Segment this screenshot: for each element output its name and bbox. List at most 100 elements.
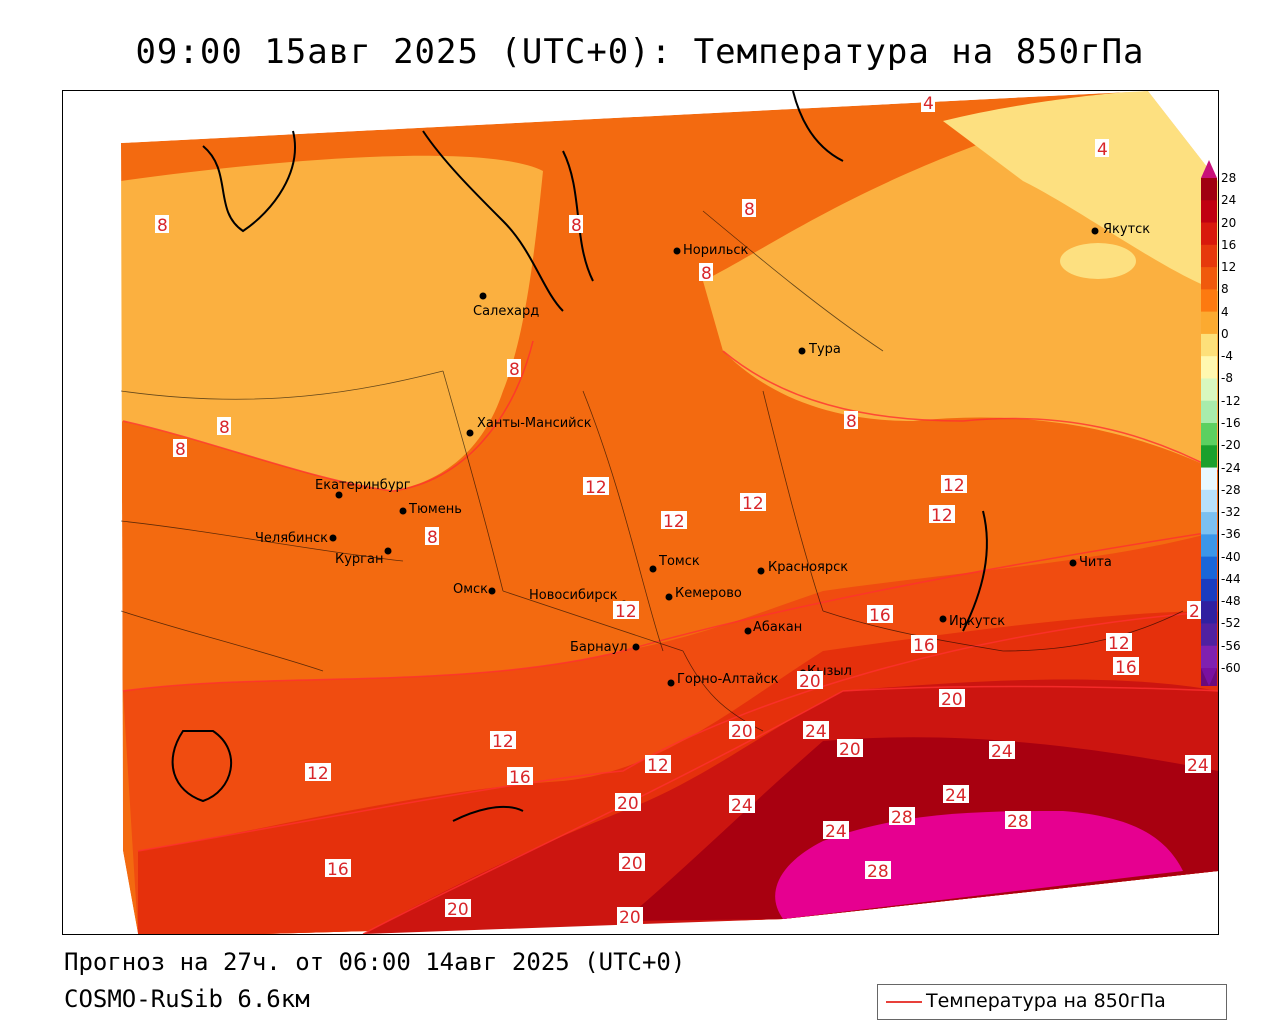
colorbar-swatch <box>1201 356 1217 379</box>
field-28 <box>775 811 1183 919</box>
field-4-spot <box>1060 243 1136 279</box>
svg-text:Тюмень: Тюмень <box>408 502 462 517</box>
city-tyumen[interactable]: Тюмень <box>399 502 462 517</box>
isotherm-label: 24 <box>823 821 849 842</box>
svg-text:16: 16 <box>913 636 935 656</box>
svg-text:16: 16 <box>327 860 349 880</box>
city-gorno-altaysk[interactable]: Горно-Алтайск <box>667 672 779 687</box>
city-tomsk[interactable]: Томск <box>649 554 700 573</box>
colorbar-swatch <box>1201 645 1217 669</box>
svg-text:20: 20 <box>731 722 753 742</box>
isotherm-label: 8 <box>742 199 756 220</box>
colorbar-tick-label: -4 <box>1221 349 1233 364</box>
isotherm-label: 24 <box>729 795 755 816</box>
colorbar-swatch <box>1201 378 1217 402</box>
isotherm-label: 24 <box>943 785 969 806</box>
colorbar-tick-label: -44 <box>1221 571 1241 586</box>
isotherm-label: 20 <box>619 853 645 874</box>
svg-text:20: 20 <box>621 854 643 874</box>
colorbar-tick-label: -40 <box>1221 549 1241 564</box>
city-barnaul[interactable]: Барнаул <box>570 640 640 655</box>
isotherm-label: 8 <box>844 411 858 432</box>
svg-text:Красноярск: Красноярск <box>768 560 848 575</box>
svg-text:Екатеринбург: Екатеринбург <box>315 478 411 493</box>
svg-text:Омск: Омск <box>453 582 488 597</box>
colorbar-swatch <box>1201 400 1217 424</box>
city-norilsk[interactable]: Норильск <box>673 243 749 258</box>
city-krasnoyarsk[interactable]: Красноярск <box>757 560 849 575</box>
colorbar-tick-label: -48 <box>1221 594 1241 609</box>
isotherm-label: 12 <box>740 493 766 514</box>
colorbar-swatch <box>1201 512 1217 535</box>
city-yekaterinburg[interactable]: Екатеринбург <box>315 478 411 499</box>
isotherm-label: 16 <box>911 635 937 656</box>
colorbar-tick-label: -16 <box>1221 416 1241 430</box>
svg-text:12: 12 <box>943 476 965 496</box>
city-irkutsk[interactable]: Иркутск <box>939 614 1006 629</box>
city-kurgan[interactable]: Курган <box>335 547 392 568</box>
colorbar-swatch <box>1201 556 1217 580</box>
svg-text:28: 28 <box>1007 812 1029 832</box>
svg-text:12: 12 <box>663 512 685 532</box>
svg-text:Абакан: Абакан <box>753 620 802 635</box>
svg-text:8: 8 <box>846 412 857 432</box>
city-tura[interactable]: Тура <box>798 342 841 357</box>
colorbar-tick-label: 8 <box>1221 282 1229 297</box>
isotherm-label: 12 <box>929 505 955 526</box>
outside-domain-left <box>63 141 138 934</box>
colorbar-swatch <box>1201 289 1217 313</box>
city-chita[interactable]: Чита <box>1069 555 1112 570</box>
isotherm-label: 28 <box>889 807 915 828</box>
city-yakutsk[interactable]: Якутск <box>1091 222 1151 237</box>
svg-text:12: 12 <box>307 764 329 784</box>
isotherm-label: 20 <box>615 793 641 814</box>
colorbar-tick-label: -52 <box>1221 616 1241 631</box>
isotherm-label: 12 <box>941 475 967 496</box>
colorbar-swatch <box>1201 467 1217 491</box>
city-abakan[interactable]: Абакан <box>744 620 803 635</box>
city-salekhard[interactable]: Салехард <box>473 292 539 320</box>
svg-text:24: 24 <box>945 786 967 806</box>
colorbar-tick-label: -36 <box>1221 527 1241 542</box>
svg-text:20: 20 <box>617 794 639 814</box>
isotherm-label: 4 <box>921 94 935 114</box>
isotherm-label: 8 <box>699 263 713 284</box>
svg-text:4: 4 <box>923 94 934 114</box>
colorbar-tick-label: -28 <box>1221 482 1241 497</box>
svg-text:12: 12 <box>647 756 669 776</box>
isotherm-label: 8 <box>217 417 231 438</box>
svg-text:Ханты-Мансийск: Ханты-Мансийск <box>477 416 592 431</box>
model-info: COSMO-RuSib 6.6км <box>64 985 310 1013</box>
svg-text:24: 24 <box>731 796 753 816</box>
city-kemerovo[interactable]: Кемерово <box>665 586 742 601</box>
region-borders <box>120 210 1184 732</box>
isotherm-label: 4 <box>1095 139 1109 160</box>
legend-label: Температура на 850гПа <box>926 990 1166 1012</box>
svg-text:Челябинск: Челябинск <box>255 531 328 546</box>
svg-text:8: 8 <box>509 360 520 380</box>
colorbar-swatch <box>1201 423 1217 446</box>
temperature-map[interactable]: Якутск Норильск Салехард Тура Ханты-Манс… <box>62 90 1219 935</box>
colorbar-tick-label: 28 <box>1221 171 1237 185</box>
colorbar-tick-label: 24 <box>1221 193 1237 208</box>
colorbar-swatch <box>1201 601 1217 624</box>
isotherm-label: 20 <box>797 671 823 692</box>
colorbar-swatch <box>1201 489 1217 513</box>
isotherm-label: 12 <box>583 477 609 498</box>
isotherm-label: 24 <box>989 741 1015 762</box>
colorbar-tick-label: -8 <box>1221 371 1233 386</box>
city-khanty-mansiysk[interactable]: Ханты-Мансийск <box>466 416 592 437</box>
svg-text:4: 4 <box>1097 140 1108 160</box>
isotherm-label-set: 4 4 8 8 8 8 8 8 8 8 8 12 12 12 12 12 12 … <box>155 94 1213 928</box>
isotherm-label: 16 <box>867 605 893 626</box>
colorbar-swatch <box>1201 534 1217 558</box>
svg-text:8: 8 <box>427 528 438 548</box>
colorbar-bottom-arrow <box>1201 668 1217 686</box>
svg-text:8: 8 <box>571 216 582 236</box>
isotherm-label: 12 <box>490 731 516 752</box>
city-omsk[interactable]: Омск <box>453 582 496 597</box>
isotherm-label: 20 <box>729 721 755 742</box>
city-chelyabinsk[interactable]: Челябинск <box>255 531 337 546</box>
svg-text:Тура: Тура <box>808 342 841 357</box>
svg-text:12: 12 <box>931 506 953 526</box>
